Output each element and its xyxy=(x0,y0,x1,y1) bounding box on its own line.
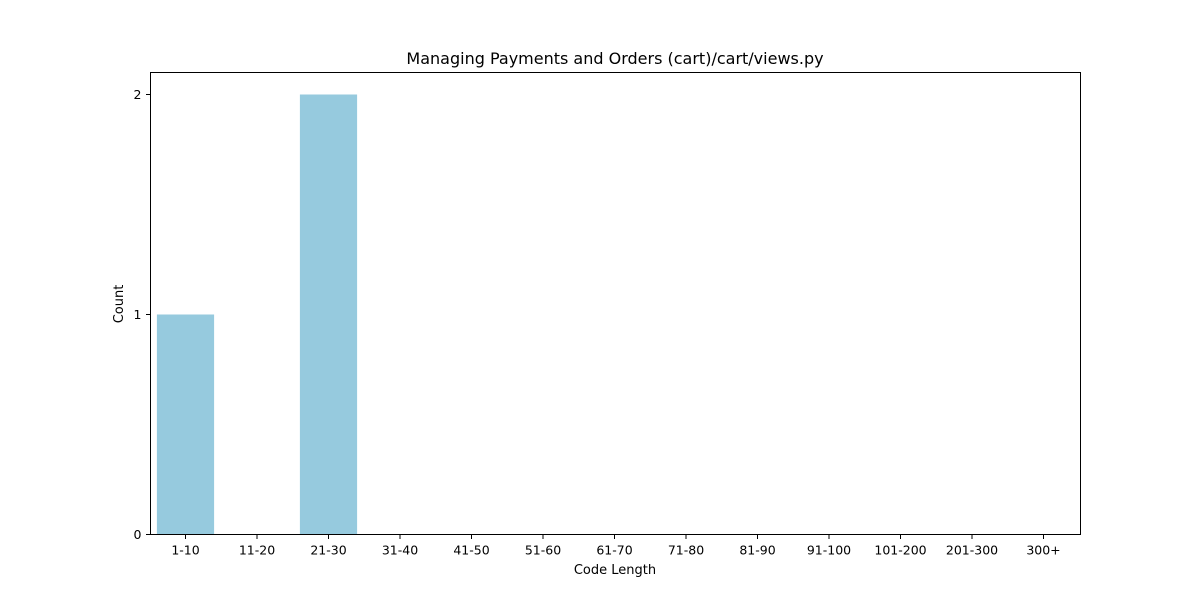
x-tick-label: 300+ xyxy=(1026,543,1060,558)
x-tick-label: 101-200 xyxy=(874,543,926,558)
x-tick-label: 51-60 xyxy=(525,543,561,558)
y-tick-label: 0 xyxy=(134,527,142,542)
x-tick-label: 31-40 xyxy=(382,543,418,558)
x-tick-label: 21-30 xyxy=(310,543,346,558)
bar-21-30 xyxy=(300,95,357,535)
x-axis-label: Code Length xyxy=(574,563,656,578)
bar-1-10 xyxy=(157,315,214,535)
x-tick-label: 201-300 xyxy=(946,543,998,558)
x-tick-label: 91-100 xyxy=(807,543,851,558)
x-tick-label: 81-90 xyxy=(739,543,775,558)
y-tick-label: 1 xyxy=(134,307,142,322)
bars-layer xyxy=(157,95,357,535)
x-tick-label: 11-20 xyxy=(239,543,275,558)
x-tick-label: 61-70 xyxy=(596,543,632,558)
x-tick-label: 71-80 xyxy=(668,543,704,558)
y-axis: 0 1 2 xyxy=(134,87,151,542)
chart-title: Managing Payments and Orders (cart)/cart… xyxy=(406,49,823,68)
y-axis-label: Count xyxy=(112,285,127,324)
x-axis: 1-10 11-20 21-30 31-40 41-50 51-60 61-70 71-80 8… xyxy=(171,535,1060,558)
x-tick-label: 1-10 xyxy=(171,543,199,558)
y-tick-label: 2 xyxy=(134,87,142,102)
plot-area xyxy=(151,73,1081,535)
x-tick-label: 41-50 xyxy=(453,543,489,558)
